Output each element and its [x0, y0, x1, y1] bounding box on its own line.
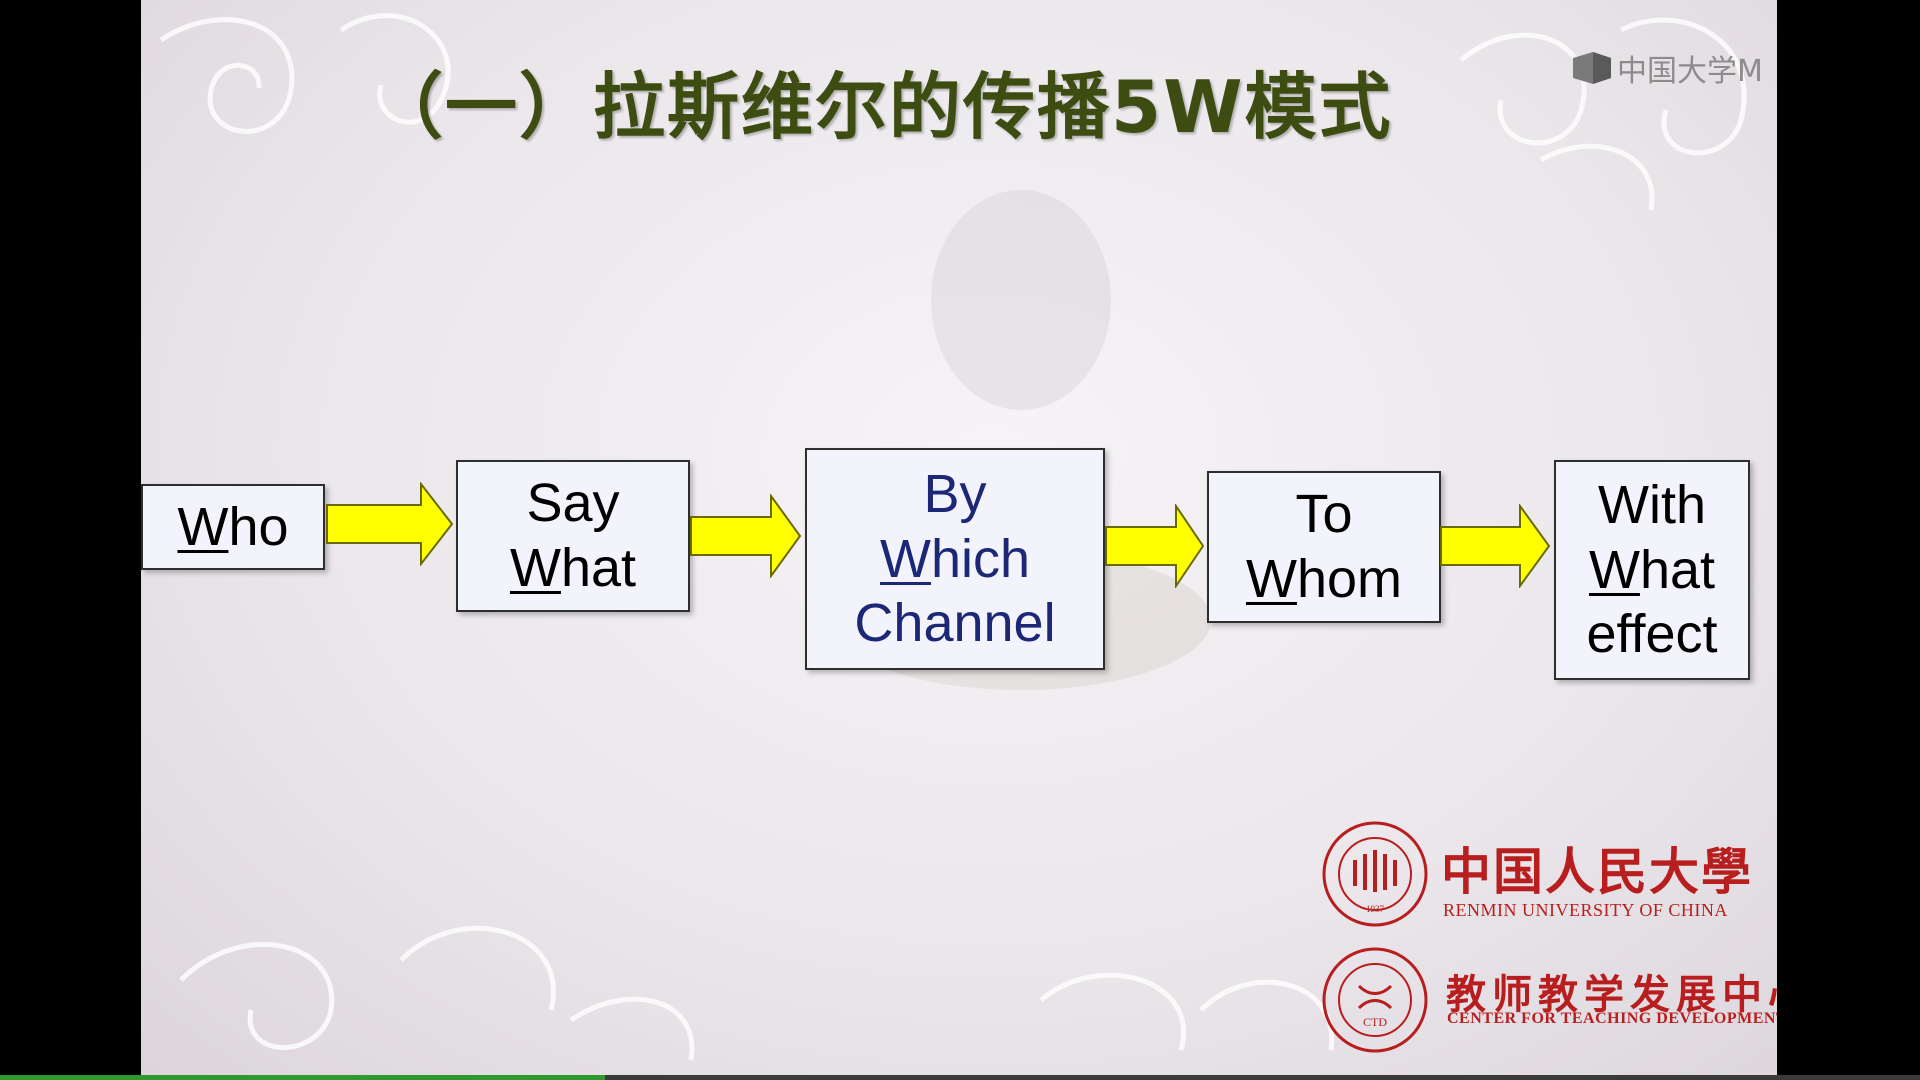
ctd-english-name: CENTER FOR TEACHING DEVELOPMENT [1447, 1010, 1777, 1027]
box-say-what: Say What [456, 460, 690, 612]
box-effect-line-2: What [1588, 539, 1716, 600]
video-progress-bar[interactable] [0, 1075, 1920, 1080]
box-effect-line-1: With [1598, 474, 1706, 535]
box-who: Who [141, 484, 325, 570]
arrow-right-icon [1440, 504, 1551, 588]
box-to-whom-line-2: Whom [1245, 549, 1402, 609]
box-say-what-line-2: What [509, 538, 637, 598]
box-to-whom: To Whom [1207, 471, 1441, 623]
box-say-what-line-1: Say [526, 473, 620, 534]
ctd-chinese-name: 教师教学发展中心 [1446, 971, 1777, 1018]
renmin-university-seal: 1937 [1322, 821, 1428, 927]
arrow-right-icon [1105, 504, 1205, 588]
box-with-what-effect: With What effect [1554, 460, 1750, 680]
arrow-right-icon [690, 494, 802, 578]
seal-year: 1937 [1366, 904, 1385, 914]
slide: （一）拉斯维尔的传播5W模式 中国大学M Who Say What By Whi… [141, 0, 1777, 1078]
watermark-text: 中国大学M [1617, 54, 1763, 89]
mooc-watermark: 中国大学M [1571, 46, 1763, 90]
renmin-chinese-name: 中国人民大學 [1441, 842, 1753, 901]
box-who-line: Who [177, 496, 289, 557]
slide-title: （一）拉斯维尔的传播5W模式 [371, 65, 1393, 149]
box-channel-line-2: Which [879, 528, 1031, 589]
box-channel-line-3: Channel [854, 593, 1056, 654]
arrow-right-icon [326, 482, 454, 566]
video-progress-fill [0, 1075, 605, 1080]
box-to-whom-line-1: To [1295, 484, 1353, 545]
box-channel-line-1: By [923, 463, 987, 524]
renmin-english-name: RENMIN UNIVERSITY OF CHINA [1443, 900, 1728, 920]
box-effect-line-3: effect [1586, 604, 1718, 665]
ctd-seal: CTD [1322, 947, 1428, 1053]
box-by-which-channel: By Which Channel [805, 448, 1105, 670]
mooc-logo-icon [1573, 52, 1611, 84]
ctd-seal-text: CTD [1363, 1015, 1387, 1029]
